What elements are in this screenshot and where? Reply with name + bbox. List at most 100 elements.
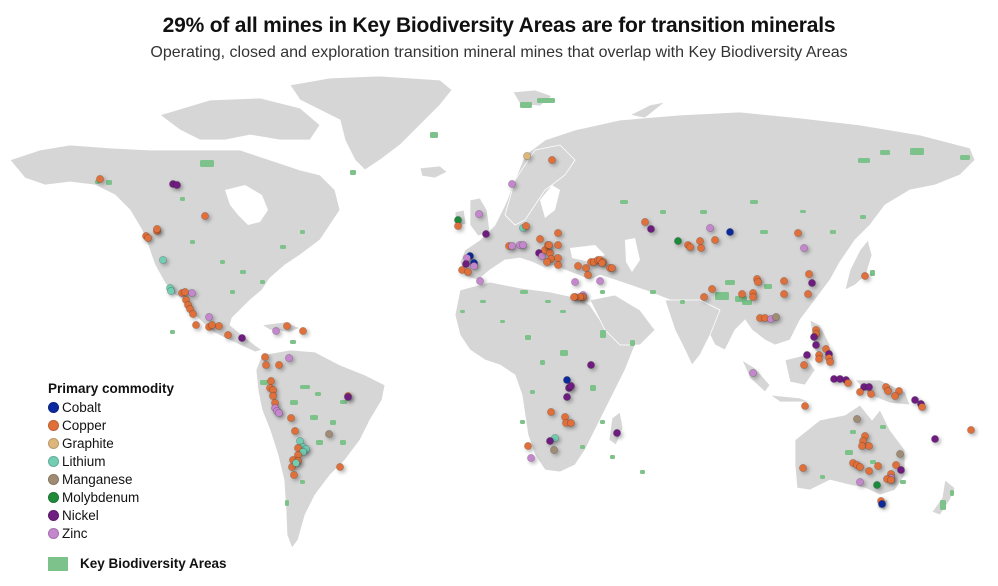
mine-marker-molybdenum[interactable] — [873, 481, 881, 489]
mine-marker-zinc[interactable] — [800, 244, 808, 252]
mine-marker-nickel[interactable] — [931, 435, 939, 443]
mine-marker-graphite[interactable] — [523, 152, 531, 160]
mine-marker-nickel[interactable] — [865, 383, 873, 391]
mine-marker-copper[interactable] — [275, 361, 283, 369]
mine-marker-nickel[interactable] — [810, 333, 818, 341]
mine-marker-nickel[interactable] — [344, 393, 352, 401]
mine-marker-zinc[interactable] — [749, 369, 757, 377]
mine-marker-molybdenum[interactable] — [674, 237, 682, 245]
mine-marker-copper[interactable] — [567, 419, 575, 427]
mine-marker-copper[interactable] — [858, 442, 866, 450]
mine-marker-copper[interactable] — [800, 361, 808, 369]
mine-marker-copper[interactable] — [224, 331, 232, 339]
mine-marker-copper[interactable] — [554, 241, 562, 249]
mine-marker-copper[interactable] — [269, 392, 277, 400]
mine-marker-zinc[interactable] — [272, 327, 280, 335]
mine-marker-manganese[interactable] — [853, 415, 861, 423]
mine-marker-zinc[interactable] — [470, 262, 478, 270]
mine-marker-copper[interactable] — [208, 321, 216, 329]
mine-marker-copper[interactable] — [454, 222, 462, 230]
mine-marker-copper[interactable] — [543, 258, 551, 266]
mine-marker-manganese[interactable] — [325, 430, 333, 438]
mine-marker-copper[interactable] — [554, 254, 562, 262]
mine-marker-copper[interactable] — [815, 355, 823, 363]
mine-marker-zinc[interactable] — [476, 277, 484, 285]
mine-marker-nickel[interactable] — [613, 429, 621, 437]
mine-marker-zinc[interactable] — [519, 241, 527, 249]
mine-marker-cobalt[interactable] — [563, 376, 571, 384]
mine-marker-copper[interactable] — [287, 414, 295, 422]
mine-marker-lithium[interactable] — [159, 256, 167, 264]
mine-marker-copper[interactable] — [201, 212, 209, 220]
mine-marker-copper[interactable] — [696, 237, 704, 245]
mine-marker-copper[interactable] — [582, 264, 590, 272]
mine-marker-copper[interactable] — [867, 390, 875, 398]
mine-marker-zinc[interactable] — [475, 210, 483, 218]
mine-marker-nickel[interactable] — [911, 396, 919, 404]
mine-marker-copper[interactable] — [865, 442, 873, 450]
mine-marker-copper[interactable] — [267, 377, 275, 385]
mine-marker-copper[interactable] — [290, 471, 298, 479]
mine-marker-copper[interactable] — [887, 476, 895, 484]
mine-marker-copper[interactable] — [215, 322, 223, 330]
mine-marker-copper[interactable] — [697, 244, 705, 252]
mine-marker-nickel[interactable] — [546, 437, 554, 445]
mine-marker-copper[interactable] — [780, 290, 788, 298]
mine-marker-copper[interactable] — [967, 426, 975, 434]
mine-marker-copper[interactable] — [336, 463, 344, 471]
mine-marker-zinc[interactable] — [856, 478, 864, 486]
mine-marker-nickel[interactable] — [482, 230, 490, 238]
mine-marker-copper[interactable] — [189, 310, 197, 318]
mine-marker-zinc[interactable] — [285, 354, 293, 362]
mine-marker-copper[interactable] — [548, 156, 556, 164]
mine-marker-copper[interactable] — [144, 234, 152, 242]
mine-marker-nickel[interactable] — [173, 181, 181, 189]
mine-marker-nickel[interactable] — [647, 225, 655, 233]
mine-marker-copper[interactable] — [547, 408, 555, 416]
mine-marker-zinc[interactable] — [596, 277, 604, 285]
mine-marker-copper[interactable] — [700, 293, 708, 301]
mine-marker-copper[interactable] — [536, 235, 544, 243]
mine-marker-nickel[interactable] — [897, 466, 905, 474]
mine-marker-copper[interactable] — [749, 293, 757, 301]
mine-marker-copper[interactable] — [96, 175, 104, 183]
mine-marker-copper[interactable] — [192, 321, 200, 329]
mine-marker-cobalt[interactable] — [726, 228, 734, 236]
mine-marker-nickel[interactable] — [812, 341, 820, 349]
mine-marker-cobalt[interactable] — [878, 500, 886, 508]
mine-marker-copper[interactable] — [804, 290, 812, 298]
mine-marker-copper[interactable] — [554, 229, 562, 237]
mine-marker-zinc[interactable] — [508, 180, 516, 188]
mine-marker-copper[interactable] — [524, 442, 532, 450]
mine-marker-copper[interactable] — [522, 222, 530, 230]
mine-marker-manganese[interactable] — [550, 446, 558, 454]
mine-marker-zinc[interactable] — [275, 409, 283, 417]
mine-marker-copper[interactable] — [711, 236, 719, 244]
mine-marker-copper[interactable] — [545, 241, 553, 249]
mine-marker-copper[interactable] — [464, 268, 472, 276]
mine-marker-copper[interactable] — [892, 461, 900, 469]
mine-marker-copper[interactable] — [598, 259, 606, 267]
mine-marker-nickel[interactable] — [803, 351, 811, 359]
mine-marker-nickel[interactable] — [808, 279, 816, 287]
mine-marker-copper[interactable] — [584, 271, 592, 279]
mine-marker-copper[interactable] — [884, 387, 892, 395]
mine-marker-copper[interactable] — [708, 285, 716, 293]
mine-marker-zinc[interactable] — [188, 289, 196, 297]
mine-marker-copper[interactable] — [918, 403, 926, 411]
mine-marker-zinc[interactable] — [205, 313, 213, 321]
mine-marker-copper[interactable] — [686, 243, 694, 251]
mine-marker-zinc[interactable] — [571, 278, 579, 286]
mine-marker-copper[interactable] — [780, 277, 788, 285]
mine-marker-copper[interactable] — [570, 293, 578, 301]
mine-marker-copper[interactable] — [641, 218, 649, 226]
mine-marker-copper[interactable] — [291, 427, 299, 435]
mine-marker-copper[interactable] — [754, 278, 762, 286]
mine-marker-copper[interactable] — [738, 290, 746, 298]
mine-marker-nickel[interactable] — [587, 361, 595, 369]
mine-marker-copper[interactable] — [608, 264, 616, 272]
mine-marker-copper[interactable] — [283, 322, 291, 330]
mine-marker-copper[interactable] — [801, 402, 809, 410]
mine-marker-nickel[interactable] — [238, 334, 246, 342]
